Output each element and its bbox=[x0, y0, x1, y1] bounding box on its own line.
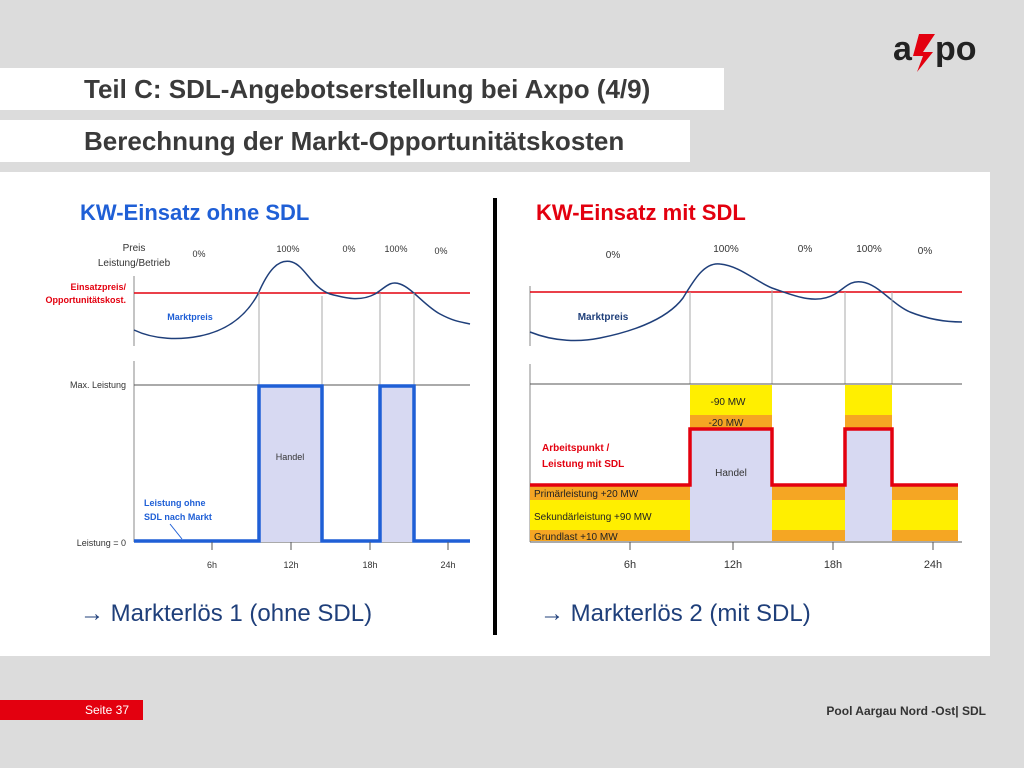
pct-label: 0% bbox=[192, 249, 205, 259]
x-tick-label: 24h bbox=[924, 559, 942, 571]
x-tick-label: 18h bbox=[362, 560, 377, 570]
pct-label: 0% bbox=[342, 244, 355, 254]
trade-label: Handel bbox=[715, 468, 747, 479]
slide-title: Teil C: SDL-Angebotserstellung bei Axpo … bbox=[0, 68, 724, 110]
band-minus20 bbox=[845, 415, 892, 429]
band-primary bbox=[892, 486, 958, 500]
price-axis-label: Preis bbox=[123, 243, 146, 254]
band-minus90 bbox=[845, 385, 892, 415]
band-minus20 bbox=[690, 415, 772, 429]
secondary-label: Sekundärleistung +90 MW bbox=[534, 512, 652, 523]
workpoint-label: Arbeitspunkt / bbox=[542, 443, 609, 454]
result-left-text: Markterlös 1 (ohne SDL) bbox=[110, 600, 373, 627]
market-price-curve bbox=[133, 260, 471, 340]
axpo-logo: a po bbox=[893, 28, 993, 74]
band-minus90 bbox=[690, 385, 772, 415]
arrow-right-icon: → bbox=[540, 600, 564, 627]
x-tick-label: 6h bbox=[624, 559, 636, 571]
result-right: → Markterlös 2 (mit SDL) bbox=[540, 600, 811, 628]
column-divider bbox=[493, 198, 497, 635]
workpoint-label-2: Leistung mit SDL bbox=[542, 459, 624, 470]
band-minus20-label: -20 MW bbox=[709, 418, 745, 429]
primary-label: Primärleistung +20 MW bbox=[534, 489, 639, 500]
trade-label: Handel bbox=[276, 452, 305, 462]
result-left: → Markterlös 1 (ohne SDL) bbox=[80, 600, 372, 628]
pct-label: 100% bbox=[856, 244, 882, 255]
pct-label: 0% bbox=[918, 246, 933, 257]
pct-label: 100% bbox=[713, 244, 739, 255]
output-without-sdl-line bbox=[134, 384, 470, 543]
x-tick-label: 24h bbox=[440, 560, 455, 570]
max-power-label: Max. Leistung bbox=[70, 380, 126, 390]
trade-area bbox=[845, 429, 892, 541]
base-label: Grundlast +10 MW bbox=[534, 532, 618, 543]
trade-area bbox=[380, 386, 414, 542]
band-secondary bbox=[892, 500, 958, 530]
trade-area bbox=[259, 386, 322, 542]
band-base bbox=[772, 530, 845, 541]
right-heading: KW-Einsatz mit SDL bbox=[536, 200, 746, 225]
pct-label: 0% bbox=[434, 246, 447, 256]
trade-area bbox=[690, 429, 772, 541]
arrow-right-icon: → bbox=[80, 600, 104, 627]
band-base bbox=[892, 530, 958, 541]
band-minus90-label: -90 MW bbox=[711, 397, 747, 408]
threshold-label: Einsatzpreis/ bbox=[70, 282, 126, 292]
x-tick-label: 12h bbox=[283, 560, 298, 570]
band-secondary bbox=[772, 500, 845, 530]
footer-source: Pool Aargau Nord -Ost| SDL bbox=[826, 704, 986, 718]
workpoint-line bbox=[530, 427, 958, 487]
pct-label: 0% bbox=[798, 244, 813, 255]
pct-label: 100% bbox=[276, 244, 299, 254]
left-heading: KW-Einsatz ohne SDL bbox=[80, 200, 310, 225]
result-right-text: Markterlös 2 (mit SDL) bbox=[570, 600, 811, 627]
band-base bbox=[530, 530, 690, 541]
output-pointer bbox=[169, 523, 183, 540]
band-primary bbox=[530, 486, 690, 500]
market-price-label: Marktpreis bbox=[578, 312, 629, 323]
output-label: Leistung ohne bbox=[144, 498, 206, 508]
output-label-2: SDL nach Markt bbox=[144, 512, 212, 522]
zero-power-label: Leistung = 0 bbox=[77, 538, 126, 548]
svg-text:a: a bbox=[893, 30, 913, 68]
slide-subtitle: Berechnung der Markt-Opportunitätskosten bbox=[0, 120, 690, 162]
x-tick-label: 12h bbox=[724, 559, 742, 571]
price-axis-label-2: Leistung/Betrieb bbox=[98, 258, 171, 269]
market-price-curve bbox=[529, 263, 963, 342]
page-number-badge: Seite 37 bbox=[0, 700, 143, 720]
band-primary bbox=[772, 486, 845, 500]
pct-label: 0% bbox=[606, 250, 621, 261]
left-diagram: Preis Leistung/Betrieb 0% 100% 0% 100% 0… bbox=[46, 243, 471, 570]
band-secondary bbox=[530, 500, 690, 530]
x-tick-label: 6h bbox=[207, 560, 217, 570]
pct-label: 100% bbox=[384, 244, 407, 254]
svg-text:po: po bbox=[935, 30, 977, 68]
right-diagram: 0% 100% 0% 100% 0% Marktpreis -90 MW -20… bbox=[529, 244, 963, 571]
market-price-label: Marktpreis bbox=[167, 312, 213, 322]
x-tick-label: 18h bbox=[824, 559, 842, 571]
threshold-label-2: Opportunitätskost. bbox=[46, 295, 127, 305]
